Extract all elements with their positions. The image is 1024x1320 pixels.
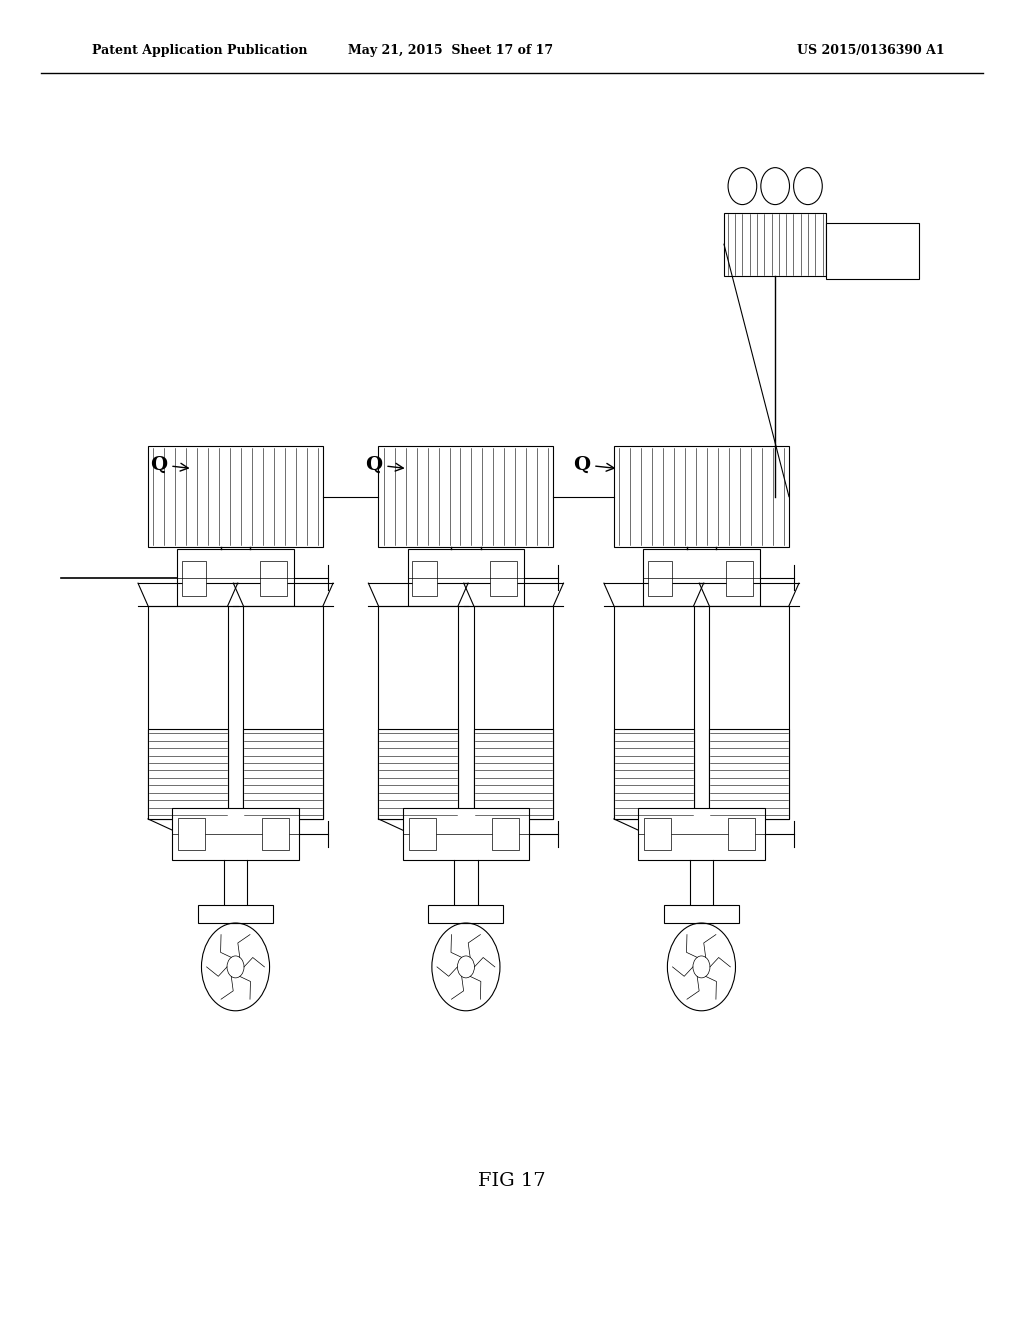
Bar [728, 817, 755, 850]
Bar [148, 446, 324, 546]
Bar [493, 817, 519, 850]
Text: US 2015/0136390 A1: US 2015/0136390 A1 [797, 44, 944, 57]
Bar [490, 561, 517, 595]
Bar [648, 561, 673, 595]
Bar [244, 730, 324, 818]
Bar [724, 213, 826, 276]
Bar [182, 561, 207, 595]
Bar [379, 730, 458, 818]
Bar [262, 817, 289, 850]
Bar [260, 561, 287, 595]
Bar [244, 606, 324, 818]
Bar [409, 817, 436, 850]
Bar [614, 606, 693, 818]
Bar [148, 730, 227, 818]
Bar [428, 906, 504, 923]
Bar [664, 906, 739, 923]
Bar [379, 606, 458, 818]
Bar [148, 606, 227, 818]
Bar [172, 808, 299, 861]
Bar [178, 817, 206, 850]
Text: Q: Q [366, 455, 403, 474]
Bar [379, 446, 553, 546]
Bar [644, 817, 672, 850]
Bar [614, 446, 790, 546]
Bar [638, 808, 765, 861]
Bar [413, 561, 436, 595]
Bar [402, 808, 529, 861]
Bar [710, 730, 790, 818]
Bar [408, 549, 524, 606]
Text: May 21, 2015  Sheet 17 of 17: May 21, 2015 Sheet 17 of 17 [348, 44, 553, 57]
Text: Q: Q [151, 455, 188, 474]
Bar [177, 549, 294, 606]
Text: FIG 17: FIG 17 [478, 1172, 546, 1191]
Bar [726, 561, 753, 595]
Bar [198, 906, 273, 923]
Text: Q: Q [573, 455, 614, 474]
Bar [643, 549, 760, 606]
Bar [614, 730, 693, 818]
Bar [826, 223, 919, 279]
Bar [474, 730, 553, 818]
Bar [474, 606, 553, 818]
Text: Patent Application Publication: Patent Application Publication [92, 44, 307, 57]
Bar [710, 606, 790, 818]
